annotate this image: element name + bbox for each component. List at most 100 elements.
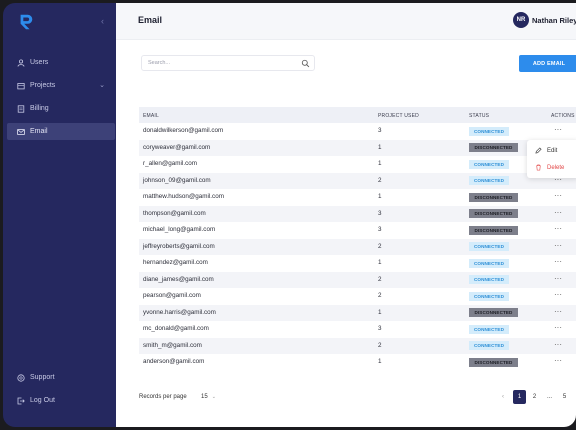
more-actions-icon[interactable]: ··· [554, 207, 562, 217]
page-button-5[interactable]: 5 [562, 394, 567, 400]
sidebar-item-label: Users [30, 59, 49, 66]
main-content: Email NR Nathan Riley ADD EMAIL EMAIL PR… [116, 3, 576, 427]
table-row[interactable]: jeffreyroberts@gamil.com 2 CONNECTED ··· [139, 238, 576, 255]
status-badge: CONNECTED [469, 258, 509, 268]
email-cell: pearson@gamil.com [143, 292, 201, 299]
project-count-cell: 2 [378, 341, 382, 349]
table-row[interactable]: pearson@gamil.com 2 CONNECTED ··· [139, 288, 576, 305]
mail-icon [16, 127, 25, 136]
sidebar-item-label: Email [30, 128, 48, 135]
email-cell: donaldwilkerson@gamil.com [143, 127, 224, 134]
more-actions-icon[interactable]: ··· [554, 224, 562, 233]
page-button-2[interactable]: 2 [532, 394, 537, 400]
collapse-sidebar-icon[interactable]: ‹ [101, 16, 104, 26]
sidebar-item-projects[interactable]: Projects ⌄ [7, 77, 115, 94]
project-count-cell: 3 [378, 226, 382, 233]
project-count-cell: 1 [378, 358, 382, 365]
email-cell: smith_m@gamil.com [143, 341, 202, 349]
table-row[interactable]: smith_m@gamil.com 2 CONNECTED ··· [139, 337, 576, 354]
email-cell: anderson@gamil.com [143, 358, 205, 365]
more-actions-icon[interactable]: ··· [554, 323, 562, 332]
status-badge: CONNECTED [469, 291, 509, 301]
chevron-down-icon: ⌄ [211, 394, 216, 400]
table-row[interactable]: donaldwilkerson@gamil.com 3 CONNECTED ··· [139, 123, 576, 140]
sidebar: ‹ Users Projects ⌄ Billing Email [3, 3, 116, 427]
project-count-cell: 1 [378, 160, 382, 167]
email-cell: jeffreyroberts@gamil.com [143, 242, 215, 250]
more-actions-icon[interactable]: ··· [554, 306, 562, 316]
search-box[interactable] [141, 55, 315, 71]
column-header-project-used: PROJECT USED [378, 113, 419, 119]
more-actions-icon[interactable]: ··· [554, 125, 562, 134]
status-badge: DISCONNECTED [469, 192, 518, 202]
project-count-cell: 3 [378, 325, 382, 332]
delete-menu-item[interactable]: Delete [535, 164, 564, 171]
user-icon [16, 58, 25, 67]
page-button-1[interactable]: 1 [513, 390, 526, 404]
email-cell: johnson_09@gamil.com [143, 176, 211, 184]
email-cell: mc_donald@gamil.com [143, 325, 209, 332]
table-row[interactable]: michael_long@gamil.com 3 DISCONNECTED ··· [139, 222, 576, 239]
project-count-cell: 3 [378, 127, 382, 134]
trash-icon [536, 164, 541, 171]
project-count-cell: 2 [378, 176, 382, 184]
sidebar-item-support[interactable]: Support [7, 369, 115, 386]
avatar[interactable]: NR [513, 12, 529, 28]
email-cell: coryweaver@gamil.com [143, 143, 211, 151]
delete-label: Delete [547, 164, 565, 171]
search-input[interactable] [148, 60, 298, 66]
more-actions-icon[interactable]: ··· [554, 191, 562, 200]
table-row[interactable]: diane_james@gamil.com 2 CONNECTED ··· [139, 271, 576, 288]
table-row[interactable]: thompson@gamil.com 3 DISCONNECTED ··· [139, 205, 576, 222]
table-row[interactable]: hernandez@gamil.com 1 CONNECTED ··· [139, 255, 576, 272]
edit-label: Edit [547, 147, 558, 154]
sidebar-item-billing[interactable]: Billing [7, 100, 115, 117]
column-header-actions: ACTIONS [551, 113, 575, 119]
sidebar-item-users[interactable]: Users [7, 54, 115, 71]
sidebar-item-logout[interactable]: Log Out [7, 392, 115, 409]
logo-icon [20, 14, 33, 30]
project-count-cell: 2 [378, 292, 382, 299]
table-row[interactable]: mc_donald@gamil.com 3 CONNECTED ··· [139, 321, 576, 338]
edit-menu-item[interactable]: Edit [535, 147, 557, 154]
status-badge: DISCONNECTED [469, 225, 518, 235]
table-row[interactable]: johnson_09@gamil.com 2 CONNECTED ··· [139, 172, 576, 189]
search-icon[interactable] [301, 59, 310, 68]
email-cell: matthew.hudson@gamil.com [143, 193, 224, 200]
project-count-cell: 2 [378, 242, 382, 250]
table-header: EMAIL PROJECT USED STATUS ACTIONS [139, 107, 576, 123]
more-actions-icon[interactable]: ··· [554, 174, 562, 184]
status-badge: CONNECTED [469, 242, 509, 251]
chevron-down-icon: ⌄ [99, 82, 105, 89]
more-actions-icon[interactable]: ··· [554, 273, 562, 283]
prev-page-button[interactable]: ‹ [502, 394, 504, 400]
email-cell: michael_long@gamil.com [143, 226, 216, 233]
header: Email NR Nathan Riley [116, 3, 576, 40]
project-count-cell: 1 [378, 308, 382, 316]
pencil-icon [535, 147, 542, 154]
more-actions-icon[interactable]: ··· [554, 356, 562, 365]
more-actions-icon[interactable]: ··· [554, 257, 562, 266]
more-actions-icon[interactable]: ··· [554, 240, 562, 250]
column-header-email: EMAIL [143, 113, 160, 119]
page-ellipsis: ... [546, 394, 552, 400]
status-badge: CONNECTED [469, 126, 509, 136]
records-per-page-select[interactable]: 15 ⌄ [201, 394, 216, 400]
status-badge: CONNECTED [469, 324, 509, 334]
sidebar-item-label: Log Out [30, 397, 55, 404]
more-actions-icon[interactable]: ··· [554, 290, 562, 299]
more-actions-icon[interactable]: ··· [554, 339, 562, 349]
row-actions-menu: Edit Delete [527, 140, 576, 178]
status-badge: DISCONNECTED [469, 209, 518, 218]
page-title: Email [138, 15, 163, 25]
table-row[interactable]: matthew.hudson@gamil.com 1 DISCONNECTED ··· [139, 189, 576, 206]
add-email-button[interactable]: ADD EMAIL [519, 55, 576, 72]
sidebar-item-email[interactable]: Email [7, 123, 115, 140]
table-row[interactable]: anderson@gamil.com 1 DISCONNECTED ··· [139, 354, 576, 371]
table-row[interactable]: yvonne.harris@gamil.com 1 DISCONNECTED ··· [139, 304, 576, 321]
user-name[interactable]: Nathan Riley [532, 16, 576, 25]
status-badge: DISCONNECTED [469, 308, 518, 317]
